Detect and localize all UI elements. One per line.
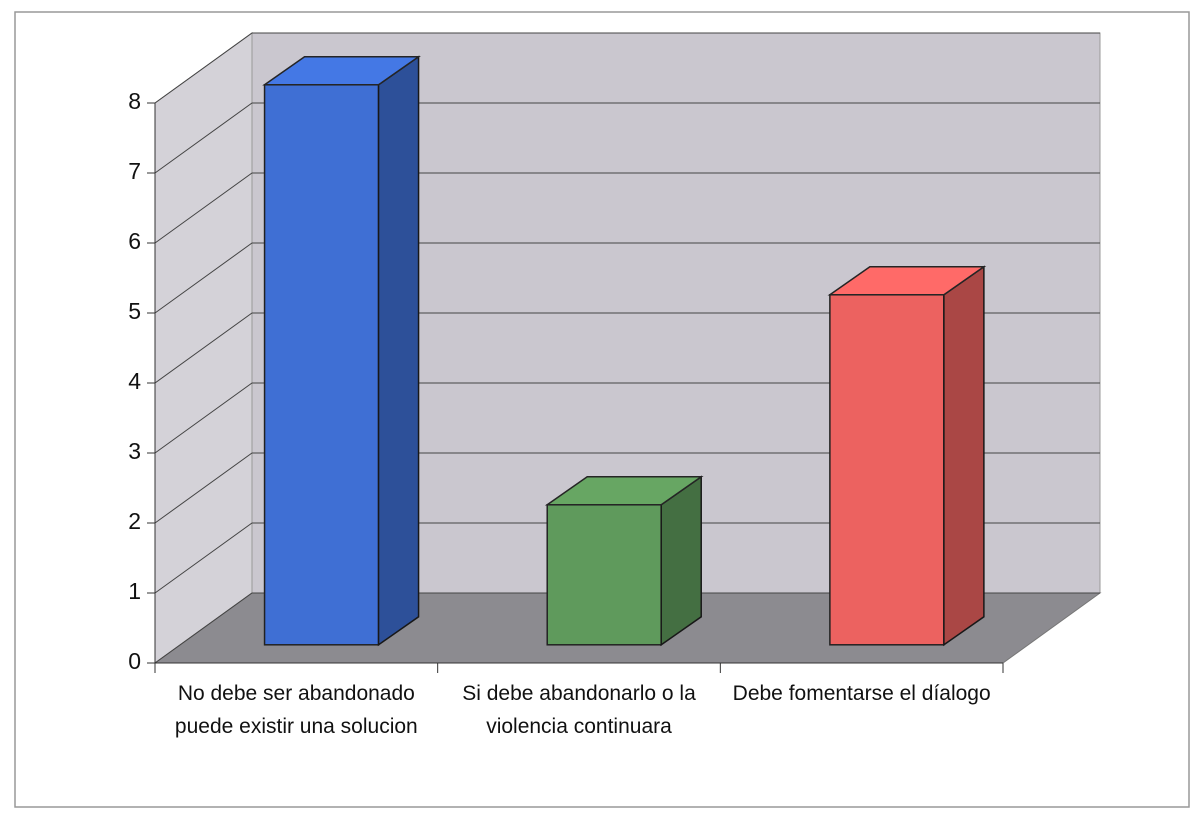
y-tick-label: 4 (128, 368, 141, 394)
grid-line (154, 522, 1100, 594)
grid-line (154, 102, 1100, 174)
y-tick-label: 1 (128, 578, 141, 604)
y-tick-label: 7 (128, 158, 141, 184)
grid-line (154, 382, 1100, 454)
y-tick-label: 2 (128, 508, 141, 534)
bar (263, 84, 380, 646)
y-tick-label: 3 (128, 438, 141, 464)
bar-top (544, 476, 704, 506)
bar-top (262, 56, 421, 86)
grid-line (154, 32, 1100, 104)
bar-side (660, 475, 702, 647)
grid-line (154, 242, 1100, 314)
y-tick-label: 8 (128, 88, 141, 114)
bar (546, 504, 662, 646)
frame (14, 11, 1190, 808)
grid-line (154, 312, 1100, 384)
grid-line (154, 452, 1100, 524)
y-tick-label: 0 (128, 648, 141, 674)
bar-side (943, 265, 985, 647)
x-tick-label: No debe ser abandonado puede existir una… (174, 682, 418, 738)
bar-top (827, 266, 987, 296)
y-tick-label: 5 (128, 298, 141, 324)
x-tick-label: Si debe abandonarlo o la violencia conti… (462, 682, 696, 738)
bar-side (377, 55, 420, 647)
grid-line (154, 172, 1100, 244)
bar (829, 294, 945, 646)
x-tick-label: Debe fomentarse el díalogo (732, 682, 991, 705)
grid-line (154, 592, 1100, 664)
y-tick-label: 6 (128, 228, 141, 254)
